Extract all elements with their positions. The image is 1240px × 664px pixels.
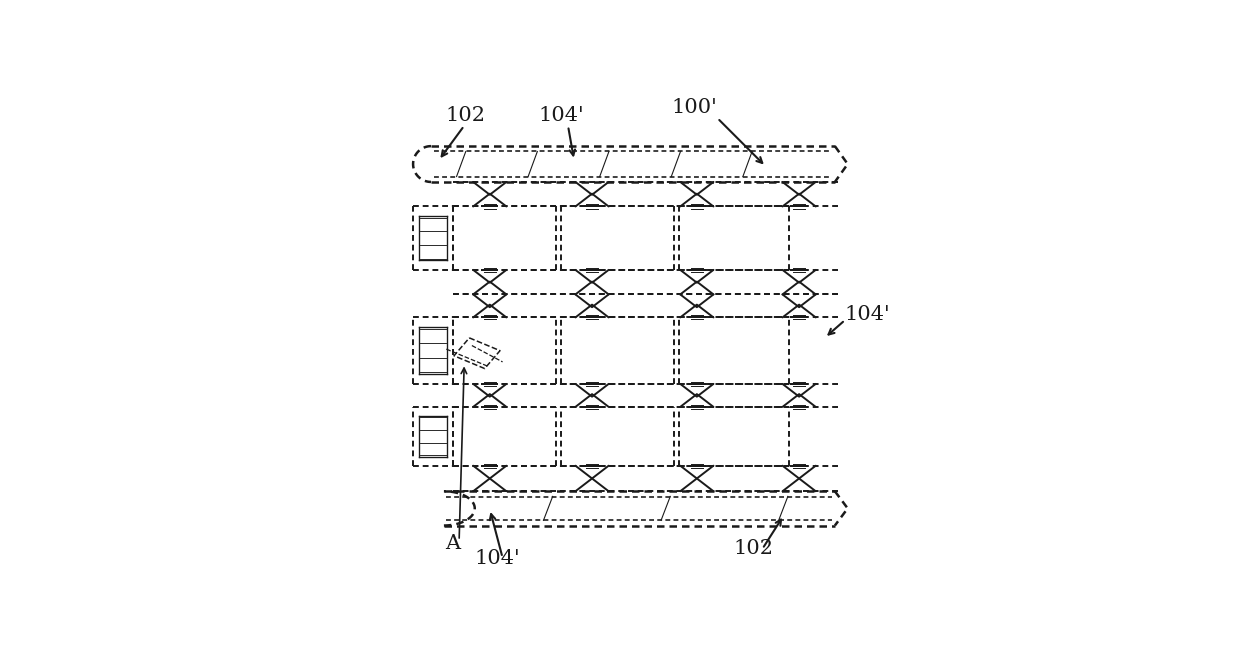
Text: 104': 104': [475, 549, 521, 568]
Text: 102: 102: [733, 539, 773, 558]
Text: 104': 104': [538, 106, 584, 125]
Text: 100': 100': [671, 98, 717, 117]
Text: A: A: [445, 534, 460, 553]
Text: 104': 104': [844, 305, 890, 324]
Text: 102: 102: [445, 106, 486, 125]
